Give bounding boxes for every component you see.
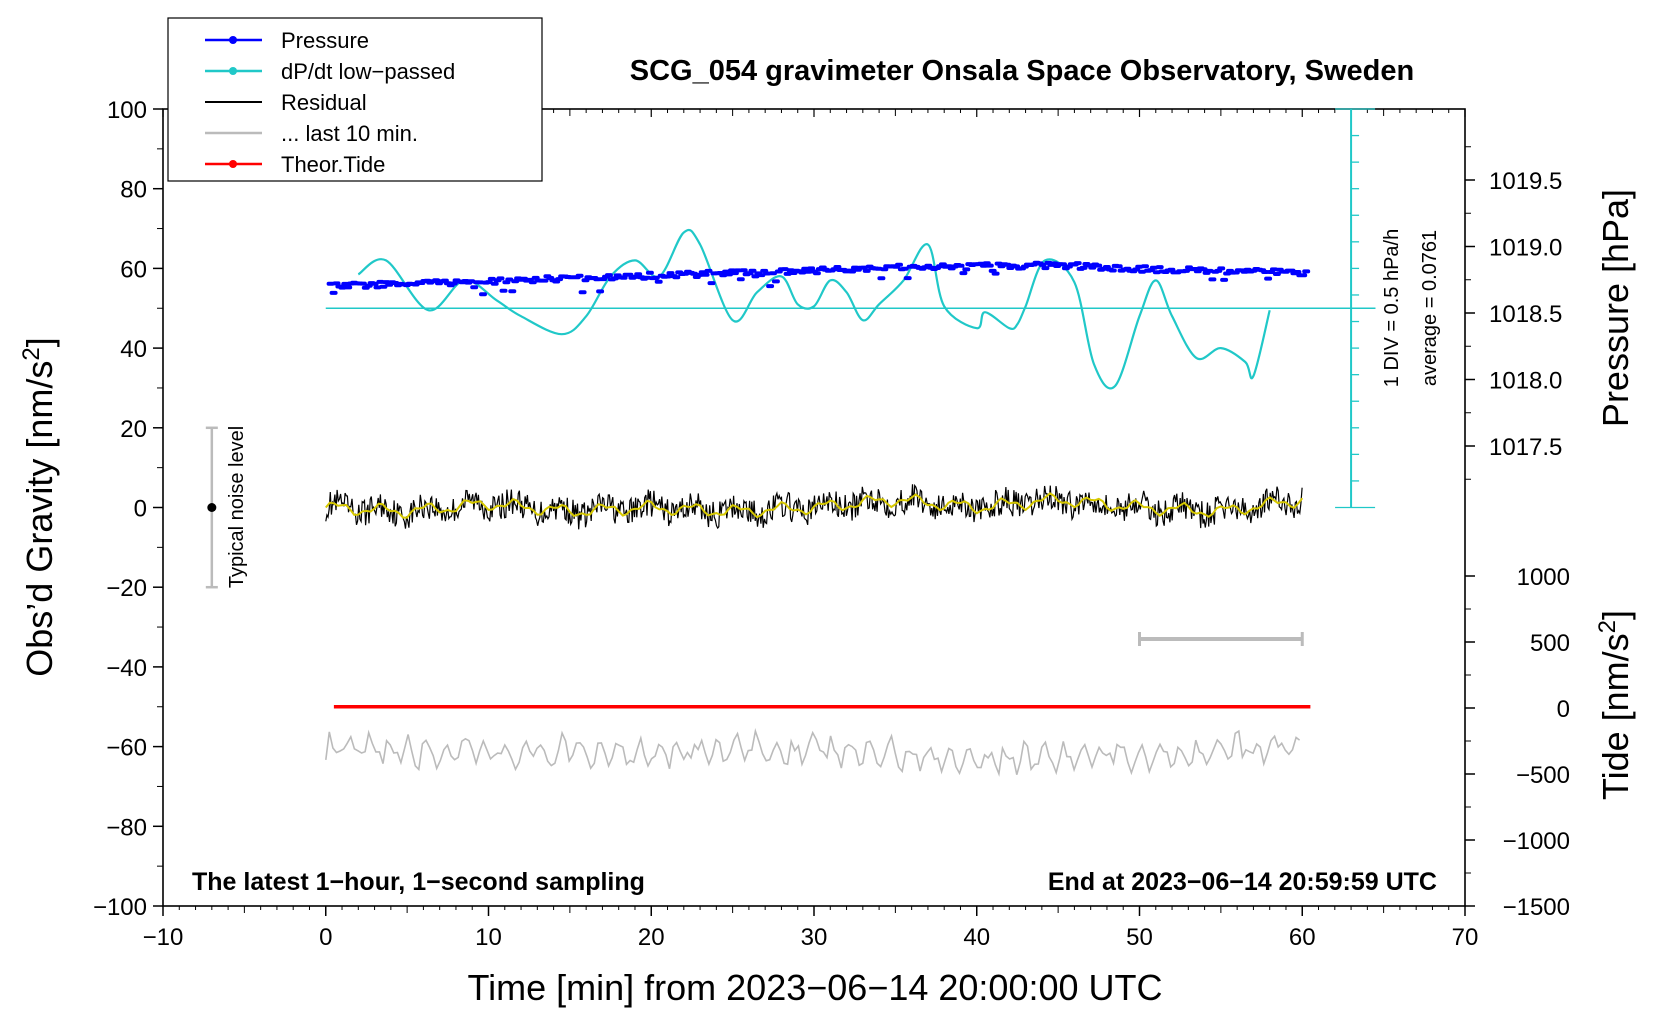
tide-axis-label: Tide [nm/s2] [1594, 610, 1636, 800]
pressure-scale-note: 1 DIV = 0.5 hPa/h [1381, 229, 1403, 387]
y-axis-ticks: 100 80 60 40 20 0 −20 −40 −60 −80 −100 [93, 97, 163, 921]
legend-marker [229, 160, 237, 168]
y-axis-label-end: ] [19, 337, 60, 347]
y-axis-label: Obs’d Gravity [nm/s2] [18, 337, 60, 676]
pressure-tick-label: 1017.5 [1489, 434, 1562, 461]
legend-label: dP/dt low−passed [281, 59, 455, 84]
x-tick-label: 30 [801, 924, 828, 951]
pressure-tick-label: 1018.5 [1489, 301, 1562, 328]
tide-tick-label: −500 [1516, 762, 1570, 789]
pressure-tick-label: 1019.5 [1489, 168, 1562, 195]
pressure-axis-label: Pressure [hPa] [1595, 189, 1636, 427]
tide-tick-label: −1000 [1503, 828, 1570, 855]
y-tick-label: −60 [106, 735, 147, 762]
x-tick-label: 40 [963, 924, 990, 951]
x-tick-label: 20 [638, 924, 665, 951]
note-left: The latest 1−hour, 1−second sampling [192, 868, 645, 896]
tide-tick-label: 1000 [1517, 564, 1570, 591]
legend-marker [229, 36, 237, 44]
tide-tick-label: −1500 [1503, 894, 1570, 921]
legend-box [167, 17, 543, 182]
legend-label: Residual [281, 90, 367, 115]
y-tick-label: −80 [106, 814, 147, 841]
note-right: End at 2023−06−14 20:59:59 UTC [1048, 868, 1437, 896]
chart-title: SCG_054 gravimeter Onsala Space Observat… [630, 55, 1414, 87]
legend-label: Theor.Tide [281, 152, 385, 177]
x-tick-label: −10 [143, 924, 184, 951]
y-tick-label: 100 [107, 97, 147, 124]
pressure-points [326, 260, 1311, 297]
x-tick-label: 70 [1452, 924, 1479, 951]
tide-axis-ticks: 1000 500 0 −500 −1000 −1500 [1465, 564, 1570, 921]
last-10-min-bracket [1138, 632, 1304, 647]
pressure-tick-label: 1019.0 [1489, 235, 1562, 262]
y-tick-label: 0 [134, 496, 147, 523]
tide-axis-label-text: Tide [nm/s [1595, 633, 1636, 800]
typical-noise-label: Typical noise level [226, 426, 248, 588]
legend-marker [229, 67, 237, 75]
tide-axis-label-sup: 2 [1594, 620, 1621, 633]
x-tick-label: 60 [1289, 924, 1316, 951]
pressure-tick-label: 1018.0 [1489, 368, 1562, 395]
x-tick-label: 10 [475, 924, 502, 951]
y-tick-label: 40 [120, 336, 147, 363]
y-axis-label-sup: 2 [18, 347, 45, 360]
dpdt-series-line [357, 228, 1271, 390]
y-tick-label: 60 [120, 256, 147, 283]
x-axis-label: Time [min] from 2023−06−14 20:00:00 UTC [467, 967, 1162, 1008]
last-10-min-series-line [325, 727, 1301, 777]
tide-tick-label: 500 [1530, 630, 1570, 657]
x-tick-label: 50 [1126, 924, 1153, 951]
y-tick-label: −20 [106, 575, 147, 602]
tide-tick-label: 0 [1557, 696, 1570, 723]
y-tick-label: 80 [120, 177, 147, 204]
x-tick-label: 0 [319, 924, 332, 951]
average-note: average = 0.0761 [1419, 230, 1441, 386]
y-tick-label: −40 [106, 655, 147, 682]
residual-trend-line [325, 492, 1304, 519]
legend: Pressure dP/dt low−passed Residual ... last… [167, 17, 543, 182]
y-axis-label-text: Obs’d Gravity [nm/s [19, 361, 60, 677]
y-tick-label: −100 [93, 894, 147, 921]
y-tick-label: 20 [120, 416, 147, 443]
tide-axis-label-end: ] [1595, 610, 1636, 620]
legend-label: Pressure [281, 28, 369, 53]
pressure-axis-ticks: 1019.5 1019.0 1018.5 1018.0 1017.5 [1465, 146, 1562, 480]
noise-center-dot [207, 503, 217, 512]
pressure-series [326, 260, 1311, 297]
legend-label: ... last 10 min. [281, 121, 418, 146]
x-axis-ticks: −10 0 10 20 30 40 50 60 70 [143, 109, 1479, 951]
typical-noise-level [205, 426, 218, 589]
